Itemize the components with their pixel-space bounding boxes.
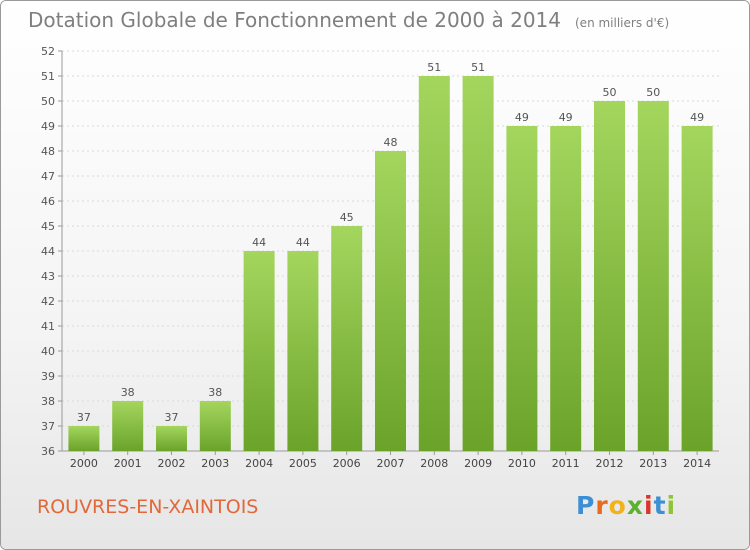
y-tick-label-38: 38 xyxy=(41,395,55,408)
bar-2010 xyxy=(506,126,538,451)
y-tick-label-49: 49 xyxy=(41,120,55,133)
data-label-2000: 37 xyxy=(77,411,91,424)
logo-letter: P xyxy=(576,491,596,520)
y-tick-label-51: 51 xyxy=(41,70,55,83)
bar-2007 xyxy=(375,151,406,451)
x-tick-label-2006: 2006 xyxy=(333,457,361,470)
data-label-2014: 49 xyxy=(690,111,704,124)
data-label-2007: 48 xyxy=(384,136,398,149)
y-tick-label-48: 48 xyxy=(41,145,55,158)
y-tick-label-43: 43 xyxy=(41,270,55,283)
x-tick-label-2001: 2001 xyxy=(114,457,142,470)
data-label-2009: 51 xyxy=(471,61,485,74)
bar-2008 xyxy=(418,76,450,451)
x-tick-label-2009: 2009 xyxy=(464,457,492,470)
bar-2005 xyxy=(287,251,319,451)
x-tick-label-2014: 2014 xyxy=(683,457,711,470)
y-tick-label-39: 39 xyxy=(41,370,55,383)
bar-2000 xyxy=(68,426,100,451)
bar-2002 xyxy=(156,426,187,451)
x-tick-label-2000: 2000 xyxy=(70,457,98,470)
bar-2001 xyxy=(112,401,144,451)
y-tick-label-42: 42 xyxy=(41,295,55,308)
data-label-2003: 38 xyxy=(208,386,222,399)
data-label-2004: 44 xyxy=(252,236,266,249)
logo-letter: i xyxy=(666,491,677,520)
bar-2009 xyxy=(462,76,494,451)
y-tick-label-52: 52 xyxy=(41,45,55,58)
bar-2013 xyxy=(637,101,669,451)
logo-letter: t xyxy=(653,491,667,520)
y-tick-label-45: 45 xyxy=(41,220,55,233)
data-label-2005: 44 xyxy=(296,236,310,249)
y-tick-label-46: 46 xyxy=(41,195,55,208)
logo-letter: x xyxy=(626,491,644,520)
bar-2003 xyxy=(199,401,231,451)
x-tick-label-2005: 2005 xyxy=(289,457,317,470)
y-tick-label-50: 50 xyxy=(41,95,55,108)
bar-2004 xyxy=(243,251,275,451)
x-tick-label-2004: 2004 xyxy=(245,457,273,470)
y-tick-label-37: 37 xyxy=(41,420,55,433)
data-label-2001: 38 xyxy=(121,386,135,399)
x-tick-label-2003: 2003 xyxy=(201,457,229,470)
logo-letter: i xyxy=(644,491,654,520)
y-tick-label-41: 41 xyxy=(41,320,55,333)
data-label-2013: 50 xyxy=(646,86,660,99)
x-tick-label-2007: 2007 xyxy=(377,457,405,470)
title-text: Dotation Globale de Fonctionnement de 20… xyxy=(28,8,561,32)
data-label-2006: 45 xyxy=(340,211,354,224)
x-tick-label-2013: 2013 xyxy=(639,457,667,470)
logo-letter: r xyxy=(595,491,609,520)
data-label-2002: 37 xyxy=(165,411,179,424)
x-tick-label-2011: 2011 xyxy=(552,457,580,470)
x-tick-label-2002: 2002 xyxy=(158,457,186,470)
bar-2011 xyxy=(550,126,582,451)
unit-note: (en milliers d'€) xyxy=(575,16,670,30)
bar-2014 xyxy=(681,126,713,451)
bar-2012 xyxy=(594,101,625,451)
y-tick-label-40: 40 xyxy=(41,345,55,358)
bar-2006 xyxy=(331,226,363,451)
x-tick-label-2010: 2010 xyxy=(508,457,536,470)
data-label-2010: 49 xyxy=(515,111,529,124)
data-label-2008: 51 xyxy=(427,61,441,74)
y-tick-label-47: 47 xyxy=(41,170,55,183)
data-label-2011: 49 xyxy=(559,111,573,124)
data-label-2012: 50 xyxy=(603,86,617,99)
commune-name: ROUVRES-EN-XAINTOIS xyxy=(37,496,259,518)
x-tick-label-2012: 2012 xyxy=(596,457,624,470)
proxiti-logo[interactable]: Proxiti xyxy=(576,491,676,520)
x-tick-label-2008: 2008 xyxy=(420,457,448,470)
y-tick-label-36: 36 xyxy=(41,445,55,458)
chart-title: Dotation Globale de Fonctionnement de 20… xyxy=(28,8,669,32)
y-tick-label-44: 44 xyxy=(41,245,55,258)
logo-letter: o xyxy=(608,491,627,520)
